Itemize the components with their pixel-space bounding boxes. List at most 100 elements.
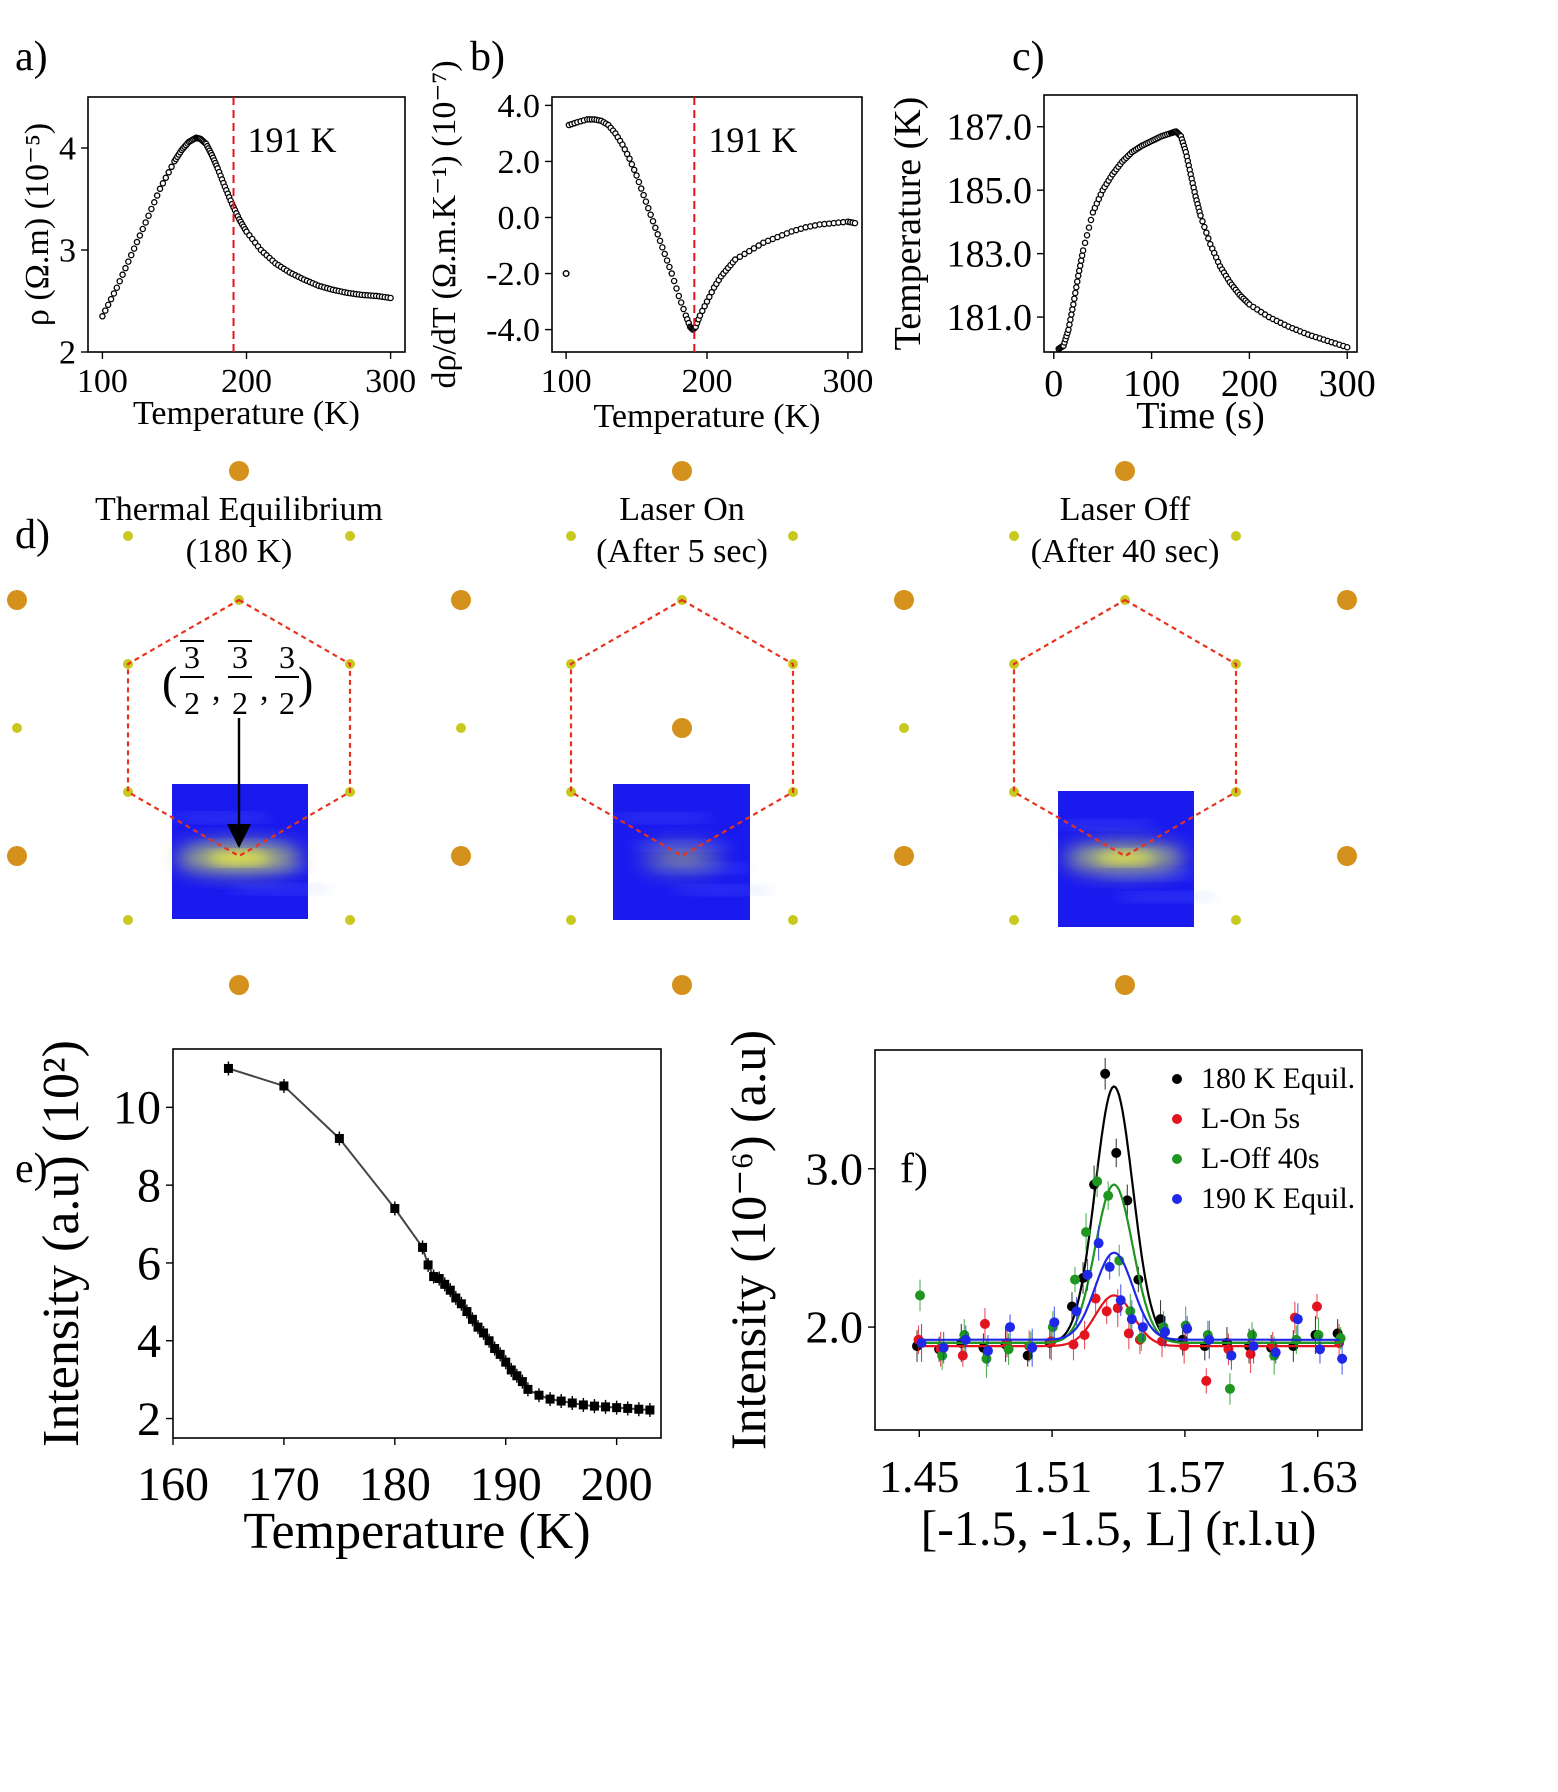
brillouin-zone-hexagon — [126, 598, 352, 858]
data-point — [484, 1336, 494, 1346]
data-point — [506, 1365, 516, 1375]
bragg-peak — [894, 846, 914, 866]
annotation-separator: , — [212, 671, 221, 708]
data-point — [1313, 1330, 1324, 1340]
bragg-peak — [1337, 590, 1357, 610]
data-point — [110, 290, 118, 297]
data-point — [1075, 267, 1083, 275]
x-tick-label: 1.51 — [1012, 1451, 1093, 1502]
x-tick-label: 100 — [1123, 363, 1180, 405]
transition-label: 191 K — [248, 120, 337, 160]
diffraction-subtitle: (After 5 sec) — [596, 533, 768, 570]
x-tick-label: 0 — [1044, 363, 1063, 405]
data-point — [139, 225, 147, 233]
bragg-peak — [7, 846, 27, 866]
legend-label: L-Off 40s — [1201, 1142, 1320, 1175]
bragg-peak — [229, 461, 249, 481]
x-tick-label: 170 — [248, 1458, 320, 1511]
bragg-peak — [451, 590, 471, 610]
data-point — [122, 264, 129, 272]
data-point — [1201, 1375, 1212, 1386]
superlattice-peak — [123, 531, 133, 541]
data-point — [661, 250, 668, 258]
data-point — [1337, 1353, 1348, 1364]
plot-frame — [172, 1048, 662, 1439]
data-point — [495, 1349, 505, 1359]
superlattice-peak — [12, 723, 22, 733]
plot-frame — [874, 1049, 1363, 1431]
y-tick-label: 10 — [113, 1082, 161, 1135]
data-point — [736, 253, 744, 260]
intensity-scan-chart: 1.45 1.51 1.57 1.63 2.0 3.0 [-1.5, -1.5, L] (r… — [720, 1030, 1363, 1556]
data-point — [1093, 1238, 1104, 1249]
data-point — [1074, 278, 1081, 285]
data-point — [1068, 1339, 1079, 1350]
data-point — [746, 247, 753, 255]
data-point — [1067, 316, 1074, 323]
plot-frame — [87, 96, 406, 353]
data-point — [1104, 1261, 1115, 1272]
data-point — [1068, 311, 1075, 318]
data-point — [731, 256, 739, 263]
data-point — [981, 1353, 992, 1364]
data-point — [1069, 306, 1076, 313]
data-point — [1115, 1295, 1126, 1306]
peak-core — [1095, 852, 1155, 864]
data-point — [1343, 343, 1351, 351]
data-point — [116, 277, 123, 285]
bragg-peak — [894, 590, 914, 610]
fraction-denominator: 2 — [232, 685, 248, 721]
data-point — [626, 155, 633, 162]
data-point — [635, 178, 643, 186]
panel-label-b: b) — [470, 34, 505, 80]
data-point — [1204, 1334, 1215, 1345]
data-point — [162, 174, 170, 182]
data-point — [1085, 224, 1093, 231]
superlattice-peak — [1009, 531, 1019, 541]
superlattice-peak — [566, 531, 576, 541]
data-point — [556, 1396, 566, 1406]
x-axis-label: [-1.5, -1.5, L] (r.l.u) — [921, 1500, 1317, 1556]
data-point — [125, 258, 132, 265]
data-point — [1081, 1227, 1092, 1238]
data-point — [151, 199, 158, 206]
bragg-peak — [1337, 846, 1357, 866]
data-point — [1072, 289, 1079, 297]
x-axis-label: Time (s) — [1136, 395, 1264, 437]
data-point — [107, 295, 115, 303]
fit-curve — [919, 1251, 1340, 1341]
map-streak — [608, 814, 714, 822]
data-point — [136, 232, 144, 239]
data-point — [517, 1377, 527, 1387]
data-point — [440, 1279, 450, 1289]
fit-curve — [919, 1183, 1340, 1344]
legend-marker — [1172, 1194, 1182, 1204]
data-point — [545, 1394, 555, 1404]
y-axis-label: dρ/dT (Ω.m.K⁻¹) (10⁻⁷) — [426, 60, 463, 388]
data-point — [916, 1337, 927, 1348]
x-tick-label: 100 — [77, 363, 128, 400]
x-tick-label: 180 — [359, 1458, 431, 1511]
data-point — [1092, 1176, 1103, 1187]
data-point — [1203, 229, 1210, 236]
y-tick-label: 8 — [137, 1159, 161, 1212]
data-point — [1077, 257, 1085, 264]
data-point — [1122, 1195, 1133, 1206]
data-point — [334, 1133, 344, 1143]
data-point — [145, 212, 152, 219]
fraction-denominator: 2 — [184, 685, 200, 721]
data-point — [677, 299, 685, 306]
y-tick-label: 6 — [137, 1237, 161, 1290]
bragg-peak — [229, 975, 249, 995]
data-point — [640, 191, 647, 199]
y-tick-label: 187.0 — [947, 107, 1033, 149]
data-point — [670, 277, 678, 285]
data-point — [851, 219, 859, 227]
data-point — [1136, 1333, 1147, 1344]
bragg-peak — [672, 718, 692, 738]
superlattice-peak — [1009, 915, 1019, 925]
data-point — [1201, 223, 1208, 231]
data-point — [1182, 1323, 1193, 1334]
map-streak — [1053, 821, 1158, 829]
data-point — [647, 211, 654, 218]
